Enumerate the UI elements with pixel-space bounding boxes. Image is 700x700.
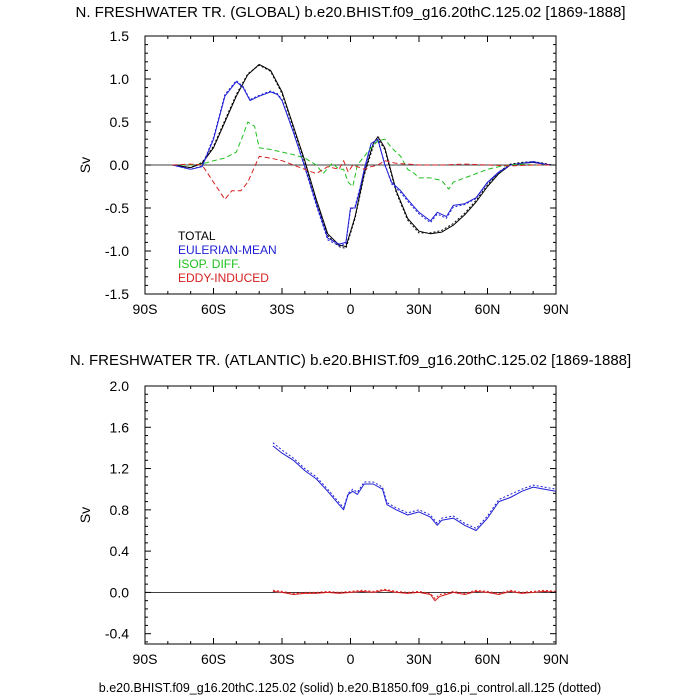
series-line-total-dotted bbox=[172, 64, 552, 249]
legend-entry: EULERIAN-MEAN bbox=[178, 243, 277, 257]
x-tick-label: 90N bbox=[543, 651, 569, 667]
y-tick-label: -1.0 bbox=[105, 243, 129, 259]
chart-panel-2: N. FRESHWATER TR. (ATLANTIC) b.e20.BHIST… bbox=[70, 352, 631, 667]
x-tick-label: 90S bbox=[133, 301, 158, 317]
legend-entry: TOTAL bbox=[178, 229, 216, 243]
x-tick-label: 0 bbox=[347, 301, 355, 317]
chart-title: N. FRESHWATER TR. (ATLANTIC) b.e20.BHIST… bbox=[70, 352, 631, 369]
x-tick-label: 30N bbox=[406, 301, 432, 317]
series-line-eulerian-mean-solid bbox=[172, 81, 552, 245]
y-tick-label: 0.4 bbox=[110, 543, 130, 559]
y-tick-label: 1.0 bbox=[110, 71, 130, 87]
plot-frame bbox=[144, 385, 557, 645]
y-tick-label: 1.6 bbox=[110, 419, 130, 435]
x-tick-label: 60N bbox=[475, 301, 501, 317]
x-tick-label: 60N bbox=[475, 651, 501, 667]
y-tick-label: 0.0 bbox=[110, 157, 130, 173]
series-line-eulerian-mean-solid bbox=[272, 445, 557, 531]
y-tick-label: -0.5 bbox=[105, 200, 129, 216]
y-axis-label: Sv bbox=[77, 507, 93, 523]
series-line-eddy-induced-dotted bbox=[272, 588, 557, 600]
y-tick-label: 1.2 bbox=[110, 461, 130, 477]
y-tick-label: 0.0 bbox=[110, 584, 130, 600]
legend-entry: EDDY-INDUCED bbox=[178, 271, 269, 285]
series-line-total-solid bbox=[172, 63, 552, 248]
x-tick-label: 0 bbox=[347, 651, 355, 667]
footer-caption: b.e20.BHIST.f09_g16.20thC.125.02 (solid)… bbox=[99, 681, 601, 695]
x-tick-label: 90N bbox=[543, 301, 569, 317]
chart-panel-1: N. FRESHWATER TR. (GLOBAL) b.e20.BHIST.f… bbox=[76, 4, 626, 317]
y-tick-label: 0.8 bbox=[110, 502, 130, 518]
series-line-isop-diff-dashed bbox=[172, 121, 552, 190]
x-tick-label: 30N bbox=[406, 651, 432, 667]
series-line-eddy-induced-solid bbox=[272, 589, 557, 602]
x-tick-label: 60S bbox=[201, 301, 226, 317]
y-tick-label: 2.0 bbox=[110, 378, 130, 394]
series-line-eulerian-mean-dotted bbox=[172, 80, 552, 247]
y-tick-label: -1.5 bbox=[105, 286, 129, 302]
y-tick-label: 0.5 bbox=[110, 114, 130, 130]
x-tick-label: 30S bbox=[270, 651, 295, 667]
x-tick-label: 60S bbox=[201, 651, 226, 667]
y-tick-label: 1.5 bbox=[110, 28, 130, 44]
y-tick-label: -0.4 bbox=[105, 626, 129, 642]
series-group bbox=[272, 442, 557, 602]
series-line-eddy-induced-dashed bbox=[172, 155, 552, 200]
series-line-eulerian-mean-dotted bbox=[272, 442, 557, 529]
legend-entry: ISOP. DIFF. bbox=[178, 257, 240, 271]
x-tick-label: 30S bbox=[270, 301, 295, 317]
series-group bbox=[172, 63, 552, 249]
y-axis-label: Sv bbox=[77, 157, 93, 173]
x-tick-label: 90S bbox=[133, 651, 158, 667]
chart-title: N. FRESHWATER TR. (GLOBAL) b.e20.BHIST.f… bbox=[76, 4, 626, 21]
